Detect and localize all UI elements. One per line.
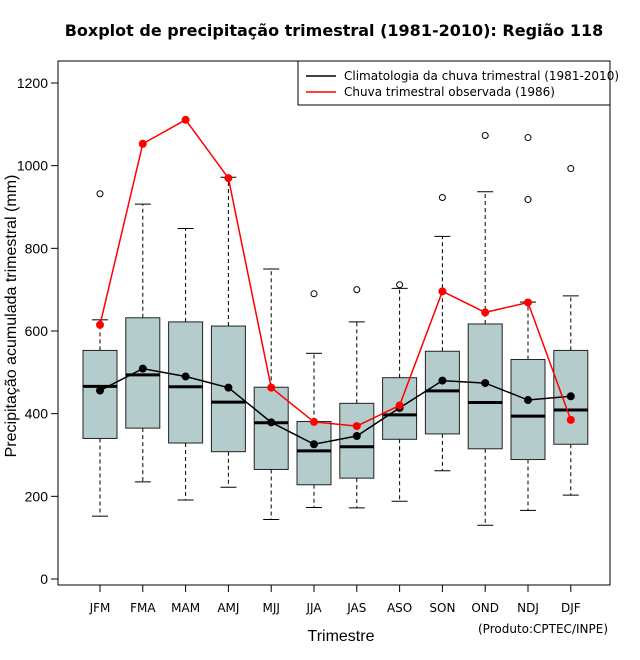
outlier-point — [481, 131, 489, 139]
legend-label-climatology: Climatologia da chuva trimestral (1981-2… — [344, 69, 619, 83]
series-climatology — [96, 364, 575, 449]
x-tick-label: FMA — [130, 601, 156, 615]
y-tick-label: 1000 — [17, 158, 48, 174]
box-jja — [296, 290, 332, 508]
legend-label-observed: Chuva trimestral observada (1986) — [344, 85, 555, 99]
outlier-point — [524, 134, 532, 142]
outlier-point — [353, 286, 361, 294]
outlier-point — [96, 190, 104, 198]
box-aso — [382, 281, 418, 502]
x-tick-label: MAM — [171, 601, 200, 615]
box-fma — [125, 203, 161, 483]
box-mjj — [253, 268, 289, 520]
series-point — [181, 372, 190, 381]
series-point — [138, 364, 147, 373]
series-point — [481, 379, 490, 388]
x-axis: JFM FMA MAM AMJ MJJ JJA JAS ASO SON OND NDJ DJF — [89, 585, 581, 615]
box-ond — [467, 131, 503, 526]
outlier-point — [438, 193, 446, 201]
series-point — [395, 401, 404, 410]
credit-text: (Produto:CPTEC/INPE) — [478, 622, 608, 636]
y-axis-label: Precipitação acumulada trimestral (mm) — [3, 175, 20, 458]
series-point — [524, 396, 532, 405]
series-point — [352, 422, 361, 431]
series-point — [524, 298, 532, 307]
outlier-point — [567, 165, 575, 173]
y-tick-label: 0 — [40, 571, 48, 587]
box-son — [424, 193, 460, 472]
x-tick-label: JJA — [305, 601, 322, 615]
box-body — [339, 402, 375, 479]
outlier-point — [310, 290, 318, 298]
box-body — [125, 317, 161, 429]
x-tick-label: MJJ — [262, 601, 279, 615]
chart-title: Boxplot de precipitação trimestral (1981… — [65, 21, 604, 40]
series-point — [267, 383, 276, 392]
series-point — [138, 139, 147, 148]
series-point — [566, 415, 575, 424]
x-tick-label: OND — [471, 601, 499, 615]
y-tick-label: 1200 — [17, 75, 48, 91]
legend-box — [297, 60, 611, 106]
box-body — [296, 421, 332, 486]
outlier-point — [396, 281, 404, 289]
y-tick-label: 400 — [25, 406, 49, 422]
x-tick-label: JAS — [346, 601, 366, 615]
box-jas — [339, 286, 375, 509]
series-point — [352, 431, 361, 440]
y-axis: 0 200 400 600 800 1000 1200 — [17, 75, 58, 587]
box-mam — [168, 227, 204, 501]
series-point — [310, 440, 318, 449]
y-tick-label: 600 — [25, 323, 49, 339]
series-line — [99, 118, 572, 427]
y-tick-label: 200 — [25, 488, 49, 504]
series-point — [566, 392, 575, 401]
series-point — [438, 287, 447, 296]
series-line — [99, 367, 571, 446]
series-point — [181, 115, 190, 124]
x-tick-label: AMJ — [217, 601, 239, 615]
series-point — [267, 418, 276, 427]
series-observed — [96, 115, 575, 431]
x-tick-label: ASO — [387, 601, 412, 615]
series-point — [224, 383, 233, 392]
box-ndj — [510, 134, 546, 511]
box-body — [510, 359, 546, 461]
boxes-group — [82, 131, 589, 526]
outlier-point — [524, 196, 532, 204]
box-djf — [553, 165, 589, 496]
series-point — [96, 320, 104, 329]
box-body — [168, 321, 204, 444]
series-point — [438, 376, 447, 385]
series-point — [481, 308, 490, 317]
series-point — [224, 174, 233, 183]
y-tick-label: 800 — [25, 240, 49, 256]
series-point — [96, 386, 104, 395]
x-tick-label: JFM — [89, 601, 111, 615]
x-tick-label: DJF — [561, 601, 581, 615]
box-body — [424, 350, 460, 435]
series-point — [310, 417, 318, 426]
box-jfm — [82, 190, 118, 517]
box-amj — [210, 176, 246, 488]
series-lines-group — [96, 115, 575, 449]
x-tick-label: NDJ — [517, 601, 539, 615]
legend: Climatologia da chuva trimestral (1981-2… — [297, 60, 619, 106]
x-tick-label: SON — [429, 601, 455, 615]
x-axis-label: Trimestre — [308, 628, 375, 645]
